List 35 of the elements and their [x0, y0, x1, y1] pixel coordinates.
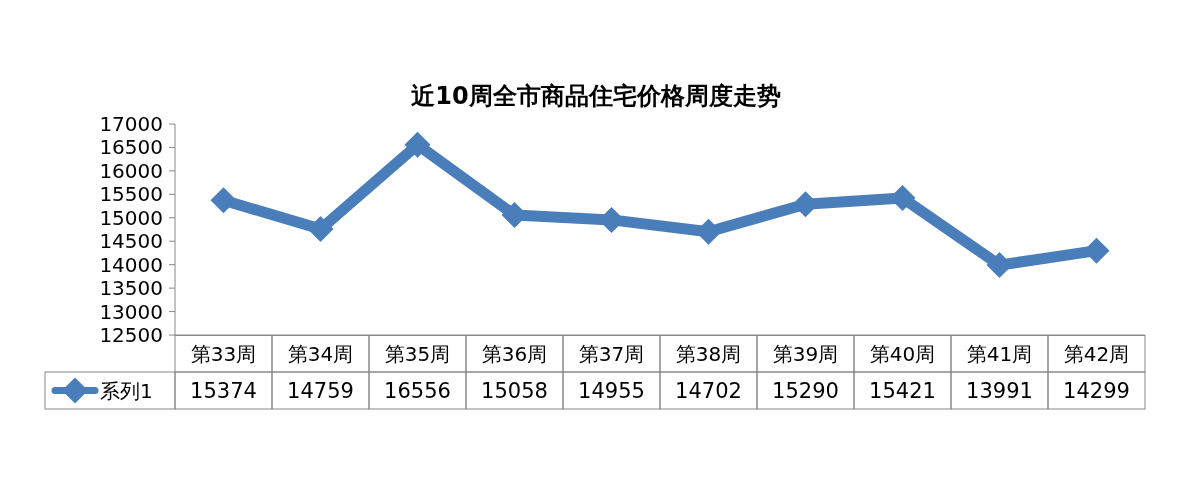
data-label: 14299 [1063, 378, 1130, 403]
x-tick-label: 第38周 [675, 341, 742, 366]
y-tick-label: 14000 [99, 252, 163, 277]
y-tick-label: 12500 [99, 323, 163, 347]
x-tick-label: 第37周 [578, 341, 645, 366]
data-label: 14702 [675, 378, 742, 403]
data-label: 14955 [578, 378, 645, 403]
y-tick-label: 17000 [99, 112, 163, 136]
x-tick-label: 第36周 [481, 341, 548, 366]
point [404, 131, 431, 158]
y-tick-label: 13000 [99, 299, 163, 324]
data-label: 14759 [287, 378, 354, 403]
y-tick-label: 14500 [99, 229, 163, 254]
data-label: 15290 [772, 378, 839, 403]
y-tick-label: 13500 [99, 276, 163, 301]
x-tick-label: 第33周 [190, 341, 257, 366]
data-label: 15421 [869, 378, 936, 403]
x-tick-label: 第40周 [869, 341, 936, 366]
y-tick-label: 15500 [99, 182, 163, 207]
y-tick-label: 16000 [99, 158, 163, 183]
x-tick-label: 第42周 [1063, 341, 1130, 366]
chart-title: 近10周全市商品住宅价格周度走势 [411, 82, 781, 110]
x-tick-label: 第34周 [287, 341, 354, 366]
y-tick-label: 16500 [99, 135, 163, 160]
data-label: 15374 [190, 378, 257, 403]
x-tick-label: 第35周 [384, 341, 451, 366]
legend-label: 系列1 [100, 378, 153, 403]
x-tick-label: 第41周 [966, 341, 1033, 366]
data-label: 15058 [481, 378, 548, 403]
x-tick-label: 第39周 [772, 341, 839, 366]
data-label: 16556 [384, 378, 451, 403]
data-label: 13991 [966, 378, 1033, 403]
point [210, 187, 237, 214]
point [307, 216, 334, 243]
y-tick-label: 15000 [99, 205, 163, 230]
